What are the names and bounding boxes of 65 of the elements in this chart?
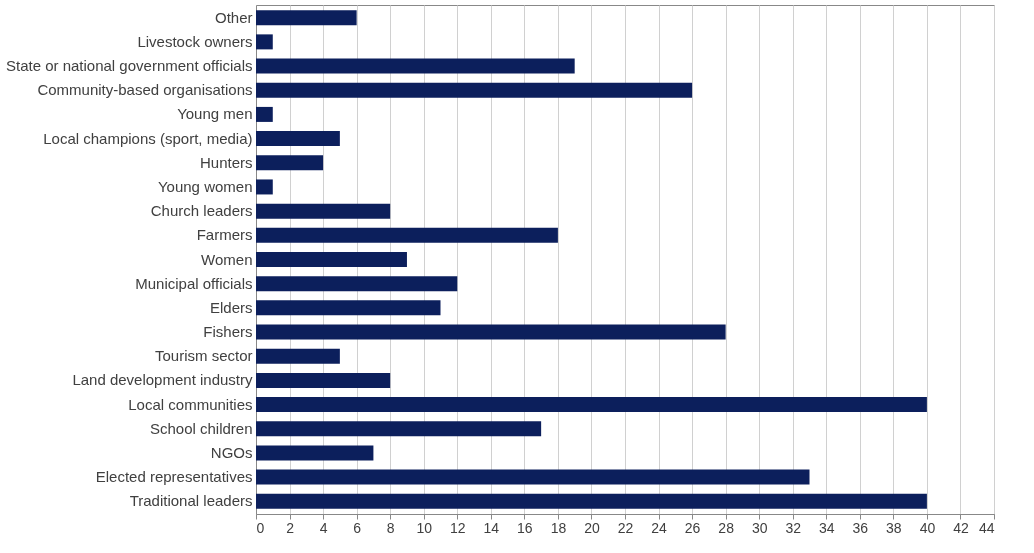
bar <box>256 397 927 413</box>
x-tick-label: 42 <box>953 519 969 536</box>
y-tick-label: Community-based organisations <box>37 81 253 99</box>
bar <box>256 445 374 461</box>
y-tick-label: Other <box>214 8 253 26</box>
bar <box>256 324 726 340</box>
bar <box>256 179 273 195</box>
bar <box>256 421 542 437</box>
bar <box>256 203 391 219</box>
y-tick-label: NGOs <box>210 443 253 461</box>
x-tick-label: 16 <box>517 519 533 536</box>
x-tick-label: 32 <box>785 519 802 536</box>
x-tick-label: 20 <box>584 519 600 536</box>
y-tick-label: Municipal officials <box>135 274 253 292</box>
x-tick-label: 30 <box>751 519 768 536</box>
x-tick-label: 10 <box>416 519 433 536</box>
y-tick-label: Young women <box>157 177 253 195</box>
x-tick-label: 24 <box>651 519 668 536</box>
x-tick-label: 28 <box>718 519 735 536</box>
y-tick-label: Land development industry <box>72 371 253 389</box>
bar <box>256 82 693 98</box>
y-tick-label: Local champions (sport, media) <box>43 129 253 147</box>
bar <box>256 372 391 388</box>
x-tick-label: 22 <box>617 519 634 536</box>
bar <box>256 106 273 122</box>
y-tick-label: Women <box>201 250 253 268</box>
bar <box>256 469 810 485</box>
y-tick-label: Church leaders <box>150 202 253 220</box>
bar <box>256 131 340 147</box>
x-tick-label: 4 <box>319 519 328 536</box>
x-tick-label: 12 <box>449 519 466 536</box>
x-tick-label: 36 <box>852 519 869 536</box>
y-tick-label: School children <box>149 419 253 437</box>
bar <box>256 227 558 243</box>
y-tick-label: Hunters <box>199 153 253 171</box>
x-tick-label: 26 <box>684 519 701 536</box>
y-tick-label: State or national government officials <box>5 57 253 75</box>
x-tick-label: 0 <box>256 519 265 536</box>
bar <box>256 276 458 292</box>
bar <box>256 493 927 509</box>
bar <box>256 300 441 316</box>
y-tick-label: Local communities <box>128 395 253 413</box>
bar <box>256 58 575 74</box>
x-tick-label: 2 <box>286 519 295 536</box>
y-tick-label: Elders <box>209 298 253 316</box>
y-tick-label: Elected representatives <box>95 468 253 486</box>
x-tick-label: 34 <box>818 519 835 536</box>
bar <box>256 348 340 364</box>
bar <box>256 34 273 50</box>
y-tick-label: Traditional leaders <box>129 492 253 510</box>
y-tick-label: Young men <box>177 105 253 123</box>
x-tick-label: 18 <box>550 519 567 536</box>
x-tick-label: 38 <box>886 519 902 536</box>
x-tick-label: 14 <box>483 519 500 536</box>
x-tick-label: 44 <box>978 519 995 536</box>
y-tick-label: Tourism sector <box>154 347 253 365</box>
x-tick-label: 40 <box>919 519 936 536</box>
bar <box>256 10 357 26</box>
x-tick-label: 8 <box>386 519 395 536</box>
bar <box>256 252 407 267</box>
y-tick-label: Livestock owners <box>137 32 253 50</box>
y-tick-label: Farmers <box>196 226 253 244</box>
x-tick-label: 6 <box>353 519 362 536</box>
y-tick-label: Fishers <box>203 323 253 341</box>
bar <box>256 155 324 171</box>
